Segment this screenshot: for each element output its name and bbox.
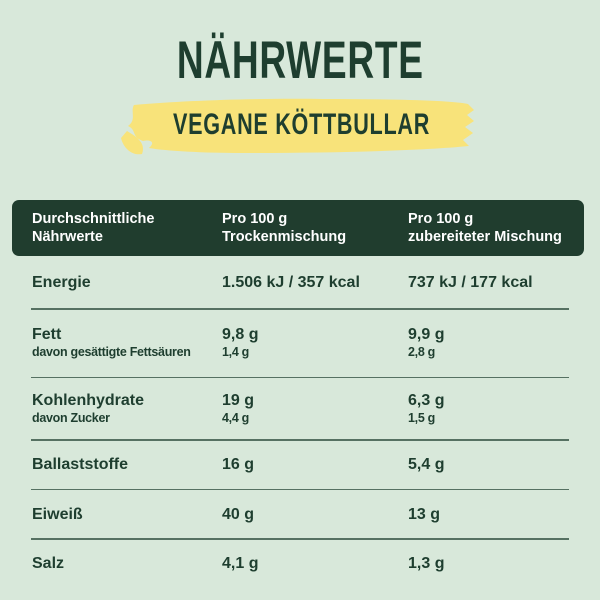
table-row-kohlenhydrate: Kohlenhydrate davon Zucker 19 g 4,4 g 6,… <box>12 378 584 439</box>
row-divider <box>31 376 569 378</box>
value-dry: 1.506 kJ / 357 kcal <box>222 273 360 291</box>
row-sub-label: davon gesättigte Fettsäuren <box>32 345 191 359</box>
brush-stroke <box>121 98 474 155</box>
sub-value-dry: 1,4 g <box>222 345 249 359</box>
header-col-prepared-mix-line2: zubereiteter Mischung <box>408 229 562 245</box>
row-label: Ballaststoffe <box>32 456 129 473</box>
sub-value-prepared: 2,8 g <box>408 345 435 359</box>
sub-value-prepared: 1,5 g <box>408 410 435 425</box>
header-col-dry-mix-line2: Trockenmischung <box>222 229 347 245</box>
table-row-ballaststoffe: Ballaststoffe 16 g 5,4 g <box>12 441 584 489</box>
value-dry: 9,8 g <box>222 326 259 343</box>
header-col-dry-mix-line1: Pro 100 g <box>222 210 288 227</box>
row-divider <box>31 439 569 441</box>
row-label: Eiweiß <box>32 505 83 523</box>
value-dry: 4,1 g <box>222 555 259 572</box>
header-col-dry-mix: Pro 100 g Trockenmischung <box>222 210 408 247</box>
row-divider <box>31 538 569 540</box>
header-col-prepared-mix: Pro 100 g zubereiteter Mischung <box>408 210 584 247</box>
table-body: Energie 1.506 kJ / 357 kcal 737 kJ / 177… <box>12 256 584 588</box>
header-col-prepared-mix-line1: Pro 100 g <box>408 210 474 227</box>
value-dry: 16 g <box>222 456 255 473</box>
value-prepared: 13 g <box>408 505 441 523</box>
row-divider <box>31 488 569 490</box>
page-title-text: NÄHRWERTE <box>176 31 424 90</box>
sub-value-dry: 4,4 g <box>222 410 249 425</box>
value-dry: 19 g <box>222 391 255 409</box>
header-col-nutrients: Durchschnittliche Nährwerte <box>32 210 222 247</box>
row-divider <box>31 308 569 310</box>
value-prepared: 5,4 g <box>408 456 445 473</box>
value-prepared: 9,9 g <box>408 326 445 343</box>
row-label: Fett <box>32 326 62 343</box>
row-label: Energie <box>32 273 91 291</box>
table-row-fett: Fett davon gesättigte Fettsäuren 9,8 g 1… <box>12 310 584 377</box>
table-row-eiweiss: Eiweiß 40 g 13 g <box>12 490 584 538</box>
header-col-nutrients-line1: Durchschnittliche <box>32 210 155 227</box>
row-label: Salz <box>32 555 65 572</box>
row-sub-label: davon Zucker <box>32 410 110 425</box>
value-prepared: 1,3 g <box>408 555 445 572</box>
row-label: Kohlenhydrate <box>32 391 145 409</box>
page-title: NÄHRWERTE <box>0 34 600 87</box>
value-prepared: 6,3 g <box>408 391 445 409</box>
product-banner-label: VEGANE KÖTTBULLAR <box>118 96 484 158</box>
product-name: VEGANE KÖTTBULLAR <box>172 107 430 141</box>
value-prepared: 737 kJ / 177 kcal <box>408 273 533 291</box>
header-col-nutrients-line2: Nährwerte <box>32 229 103 245</box>
product-banner: VEGANE KÖTTBULLAR <box>118 96 484 158</box>
table-header: Durchschnittliche Nährwerte Pro 100 g Tr… <box>12 200 584 256</box>
table-row-salz: Salz 4,1 g 1,3 g <box>12 540 584 588</box>
table-row-energie: Energie 1.506 kJ / 357 kcal 737 kJ / 177… <box>12 256 584 308</box>
value-dry: 40 g <box>222 505 255 523</box>
